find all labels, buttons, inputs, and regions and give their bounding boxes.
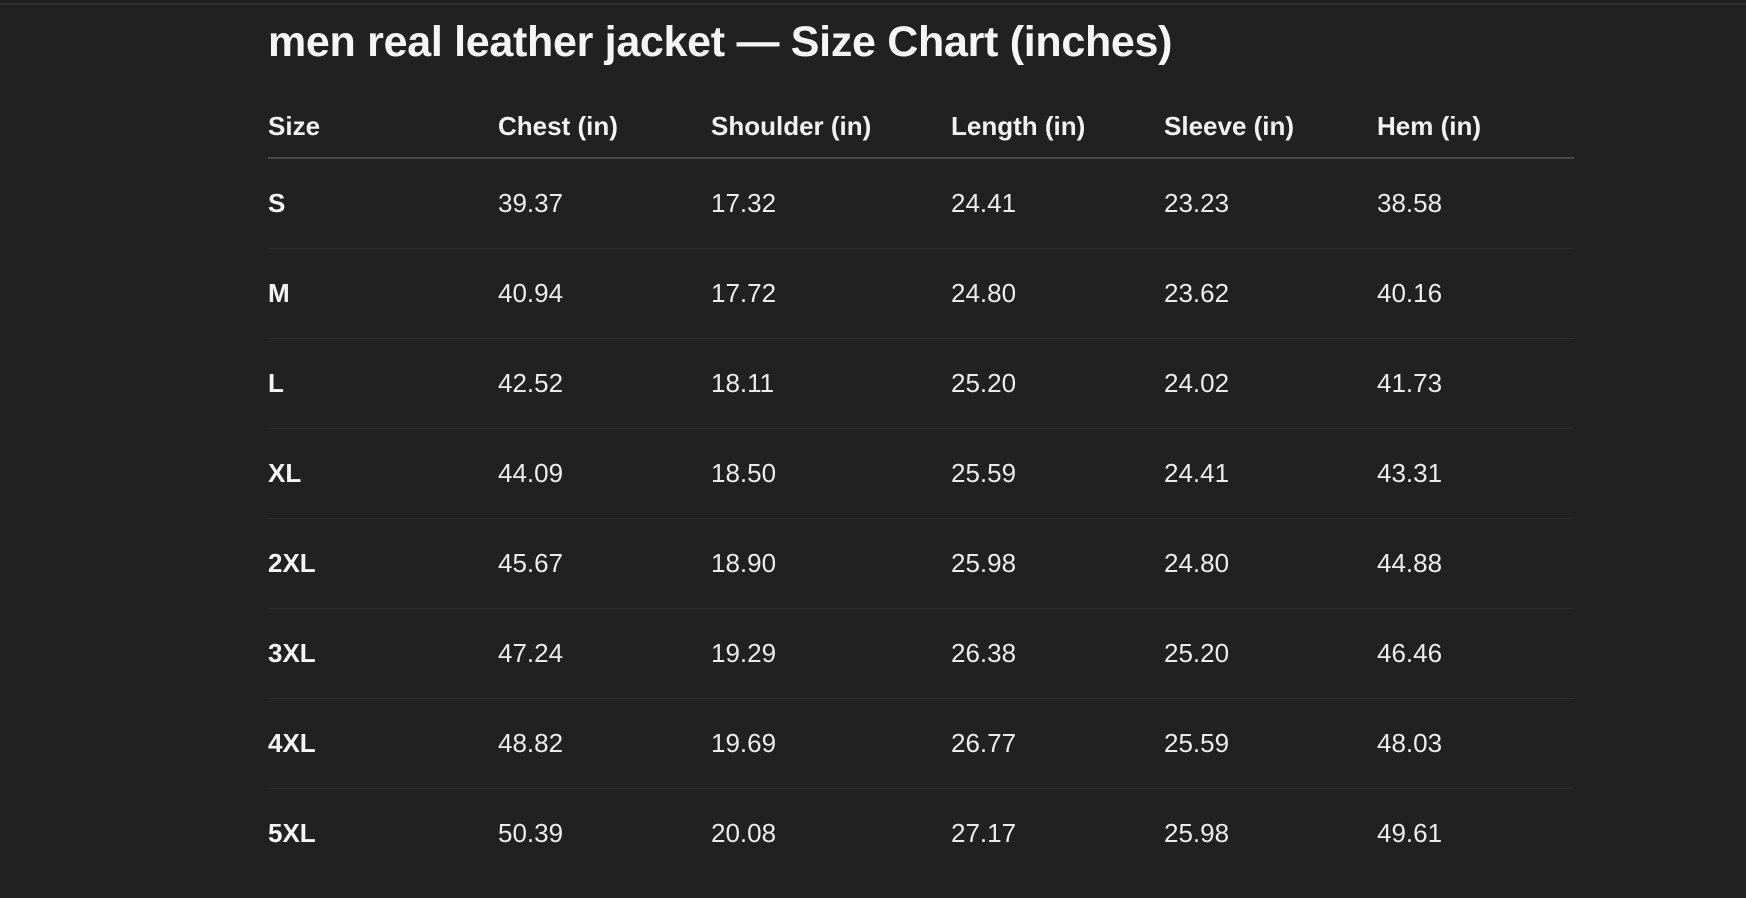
table-row: 4XL 48.82 19.69 26.77 25.59 48.03 xyxy=(268,698,1574,789)
cell-hem: 41.73 xyxy=(1377,338,1574,429)
cell-size: XL xyxy=(268,428,498,519)
table-row: M 40.94 17.72 24.80 23.62 40.16 xyxy=(268,248,1574,339)
cell-length: 27.17 xyxy=(951,818,1017,848)
table-row: 3XL 47.24 19.29 26.38 25.20 46.46 xyxy=(268,608,1574,699)
column-header-chest: Chest (in) xyxy=(498,95,711,159)
top-divider xyxy=(0,0,1746,5)
cell-chest: 50.39 xyxy=(498,818,564,848)
cell-chest: 47.24 xyxy=(498,608,711,699)
cell-sleeve: 24.02 xyxy=(1164,338,1377,429)
cell-shoulder: 17.32 xyxy=(711,158,951,249)
cell-sleeve: 23.23 xyxy=(1164,158,1377,249)
cell-size: 4XL xyxy=(268,698,498,789)
cell-shoulder: 19.69 xyxy=(711,698,951,789)
cell-length: 24.80 xyxy=(951,248,1164,339)
cell-sleeve: 24.80 xyxy=(1164,518,1377,609)
cell-size: L xyxy=(268,338,498,429)
cell-length: 25.98 xyxy=(951,518,1164,609)
table-header-row: Size Chest (in) Shoulder (in) Length (in… xyxy=(268,95,1574,159)
cell-size: S xyxy=(268,158,498,249)
cell-size: 5XL xyxy=(268,818,316,848)
cell-size: 2XL xyxy=(268,518,498,609)
cell-chest: 48.82 xyxy=(498,698,711,789)
cell-chest: 42.52 xyxy=(498,338,711,429)
cell-hem: 48.03 xyxy=(1377,698,1574,789)
column-header-size: Size xyxy=(268,95,498,159)
cell-chest: 44.09 xyxy=(498,428,711,519)
cell-hem: 49.61 xyxy=(1377,818,1443,848)
cell-size: 3XL xyxy=(268,608,498,699)
table-row: 2XL 45.67 18.90 25.98 24.80 44.88 xyxy=(268,518,1574,609)
cell-shoulder: 20.08 xyxy=(711,818,777,848)
cell-hem: 38.58 xyxy=(1377,158,1574,249)
table-row: XL 44.09 18.50 25.59 24.41 43.31 xyxy=(268,428,1574,519)
cell-hem: 43.31 xyxy=(1377,428,1574,519)
cell-chest: 45.67 xyxy=(498,518,711,609)
cell-shoulder: 19.29 xyxy=(711,608,951,699)
cell-length: 24.41 xyxy=(951,158,1164,249)
table-row: 5XL 50.39 20.08 27.17 25.98 49.61 xyxy=(268,789,1574,879)
cell-sleeve: 24.41 xyxy=(1164,428,1377,519)
cell-sleeve: 23.62 xyxy=(1164,248,1377,339)
column-header-length: Length (in) xyxy=(951,95,1164,159)
cell-shoulder: 18.90 xyxy=(711,518,951,609)
cell-length: 26.38 xyxy=(951,608,1164,699)
column-header-sleeve: Sleeve (in) xyxy=(1164,95,1377,159)
cell-hem: 44.88 xyxy=(1377,518,1574,609)
table-row: L 42.52 18.11 25.20 24.02 41.73 xyxy=(268,338,1574,429)
cell-hem: 40.16 xyxy=(1377,248,1574,339)
size-chart-table: Size Chest (in) Shoulder (in) Length (in… xyxy=(268,95,1574,878)
cell-length: 25.59 xyxy=(951,428,1164,519)
cell-length: 26.77 xyxy=(951,698,1164,789)
cell-sleeve: 25.98 xyxy=(1164,818,1230,848)
table-row: S 39.37 17.32 24.41 23.23 38.58 xyxy=(268,158,1574,249)
cell-shoulder: 18.50 xyxy=(711,428,951,519)
cell-hem: 46.46 xyxy=(1377,608,1574,699)
cell-shoulder: 17.72 xyxy=(711,248,951,339)
cell-shoulder: 18.11 xyxy=(711,338,951,429)
cell-chest: 39.37 xyxy=(498,158,711,249)
column-header-shoulder: Shoulder (in) xyxy=(711,95,951,159)
cell-chest: 40.94 xyxy=(498,248,711,339)
cell-sleeve: 25.20 xyxy=(1164,608,1377,699)
column-header-hem: Hem (in) xyxy=(1377,95,1574,159)
cell-sleeve: 25.59 xyxy=(1164,698,1377,789)
page-title: men real leather jacket — Size Chart (in… xyxy=(268,18,1173,66)
cell-length: 25.20 xyxy=(951,338,1164,429)
cell-size: M xyxy=(268,248,498,339)
